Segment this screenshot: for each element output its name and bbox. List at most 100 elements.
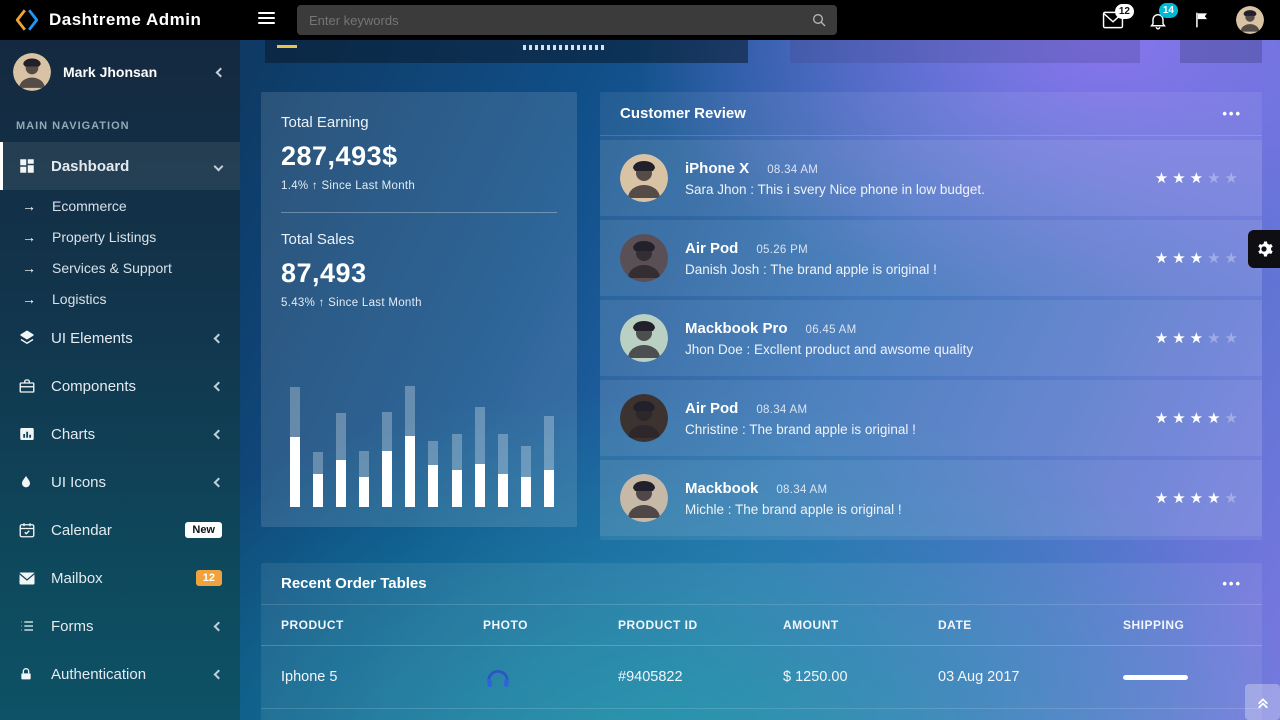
order-product-id: #9405822 bbox=[618, 645, 783, 709]
review-row[interactable]: iPhone X 08.34 AM Sara Jhon : This i svery… bbox=[600, 140, 1262, 216]
order-product: Iphone 5 bbox=[261, 645, 483, 709]
chevron-left-icon bbox=[213, 477, 224, 487]
sidebar-item-label: UI Elements bbox=[51, 329, 133, 347]
layers-icon bbox=[18, 329, 36, 347]
drop-icon bbox=[18, 473, 36, 491]
review-text: Sara Jhon : This i svery Nice phone in l… bbox=[685, 181, 985, 197]
settings-gear-button[interactable] bbox=[1248, 230, 1280, 268]
sidebar-subitem-ecommerce[interactable]: → Ecommerce bbox=[0, 190, 240, 221]
panel-menu-icon[interactable]: ••• bbox=[1222, 576, 1242, 591]
review-row[interactable]: Mackbook 08.34 AM Michle : The brand apple… bbox=[600, 460, 1262, 536]
mail-badge: 12 bbox=[1114, 4, 1134, 19]
sidebar-user-name: Mark Jhonsan bbox=[63, 64, 158, 80]
star-rating: ★★★★★ bbox=[1154, 250, 1242, 267]
review-row[interactable]: Mackbook Pro 06.45 AM Jhon Doe : Excllent … bbox=[600, 300, 1262, 376]
notifications-badge: 14 bbox=[1158, 2, 1178, 18]
total-sales-change: 5.43% ↑ Since Last Month bbox=[281, 297, 422, 309]
sidebar-toggle-button[interactable] bbox=[258, 12, 275, 27]
scrolled-stat-card-peek bbox=[265, 40, 748, 63]
star-rating: ★★★★★ bbox=[1154, 170, 1242, 187]
chevron-left-icon bbox=[213, 621, 224, 631]
sidebar-subitem-label: Property Listings bbox=[52, 228, 157, 245]
mail-icon[interactable]: 12 bbox=[1102, 4, 1134, 29]
sidebar-item-forms[interactable]: Forms bbox=[0, 602, 240, 650]
star-rating: ★★★★★ bbox=[1154, 490, 1242, 507]
sidebar-subitem-label: Ecommerce bbox=[52, 197, 127, 214]
orders-table: PRODUCT PHOTO PRODUCT ID AMOUNT DATE SHIPPING… bbox=[261, 605, 1262, 709]
review-product-name: Mackbook bbox=[685, 479, 759, 497]
sidebar-item-dashboard[interactable]: Dashboard bbox=[0, 142, 240, 190]
recent-orders-panel: Recent Order Tables ••• PRODUCT PHOTO PROD… bbox=[261, 563, 1262, 720]
customer-review-title: Customer Review bbox=[620, 105, 746, 122]
review-row[interactable]: Air Pod 08.34 AM Christine : The brand app… bbox=[600, 380, 1262, 456]
sidebar-subitem-logistics[interactable]: → Logistics bbox=[0, 283, 240, 314]
user-collapse-chevron-icon[interactable] bbox=[215, 63, 226, 81]
nav-section-label: MAIN NAVIGATION bbox=[16, 120, 130, 132]
customer-review-panel: Customer Review ••• iPhone X 08.34 AM Sara… bbox=[600, 92, 1262, 540]
scrolled-stat-card-peek bbox=[790, 40, 1140, 63]
sidebar-item-calendar[interactable]: Calendar New bbox=[0, 506, 240, 554]
chevron-left-icon bbox=[213, 333, 224, 343]
sidebar-item-ui-elements[interactable]: UI Elements bbox=[0, 314, 240, 362]
review-time: 08.34 AM bbox=[767, 163, 819, 176]
sidebar-item-mailbox[interactable]: Mailbox 12 bbox=[0, 554, 240, 602]
arrow-right-icon: → bbox=[22, 290, 36, 307]
sidebar-user-row[interactable]: Mark Jhonsan bbox=[0, 40, 240, 104]
review-product-name: iPhone X bbox=[685, 159, 750, 177]
chart-bar bbox=[405, 386, 416, 507]
chart-bar bbox=[451, 434, 462, 507]
reviewer-avatar bbox=[620, 474, 668, 522]
chevron-left-icon bbox=[213, 429, 224, 439]
sidebar-nav: Dashboard → Ecommerce → Property Listings → Se… bbox=[0, 142, 240, 698]
search-input[interactable] bbox=[297, 12, 811, 28]
review-text: Jhon Doe : Excllent product and awsome q… bbox=[685, 341, 974, 357]
scroll-to-top-button[interactable] bbox=[1245, 684, 1280, 720]
panel-menu-icon[interactable]: ••• bbox=[1222, 106, 1242, 121]
language-flag-icon[interactable] bbox=[1192, 10, 1212, 30]
chart-bar bbox=[520, 446, 531, 507]
sidebar-item-components[interactable]: Components bbox=[0, 362, 240, 410]
list-icon bbox=[18, 618, 36, 634]
search-icon[interactable] bbox=[811, 12, 827, 28]
reviewer-avatar bbox=[620, 314, 668, 362]
chart-bar bbox=[543, 416, 554, 507]
review-row[interactable]: Air Pod 05.26 PM Danish Josh : The brand a… bbox=[600, 220, 1262, 296]
lock-icon bbox=[18, 665, 36, 683]
sidebar-item-label: Calendar bbox=[51, 521, 112, 539]
briefcase-icon bbox=[18, 377, 36, 395]
sidebar-item-charts[interactable]: Charts bbox=[0, 410, 240, 458]
sidebar-item-authentication[interactable]: Authentication bbox=[0, 650, 240, 698]
reviewer-avatar bbox=[620, 154, 668, 202]
app-title: Dashtreme Admin bbox=[49, 10, 202, 29]
chart-icon bbox=[18, 425, 36, 443]
notifications-bell-icon[interactable]: 14 bbox=[1148, 2, 1178, 31]
sidebar: Mark Jhonsan MAIN NAVIGATION Dashboard → E… bbox=[0, 40, 240, 720]
sidebar-subitem-services-support[interactable]: → Services & Support bbox=[0, 252, 240, 283]
review-product-name: Air Pod bbox=[685, 239, 739, 257]
brand[interactable]: Dashtreme Admin bbox=[14, 0, 201, 40]
review-text: Danish Josh : The brand apple is origina… bbox=[685, 261, 937, 277]
orders-column-header: SHIPPING bbox=[1123, 605, 1262, 646]
sidebar-subitem-property-listings[interactable]: → Property Listings bbox=[0, 221, 240, 252]
orders-column-header: AMOUNT bbox=[783, 605, 938, 646]
sidebar-subitem-label: Logistics bbox=[52, 290, 107, 307]
chevron-down-icon bbox=[213, 161, 224, 171]
calendar-icon bbox=[18, 521, 36, 539]
chart-bar bbox=[313, 452, 324, 507]
review-time: 08.34 AM bbox=[756, 403, 808, 416]
chart-bar bbox=[382, 412, 393, 507]
sidebar-user-avatar bbox=[13, 53, 51, 91]
review-product-name: Air Pod bbox=[685, 399, 739, 417]
headphones-icon bbox=[483, 662, 618, 692]
sidebar-item-label: Charts bbox=[51, 425, 96, 443]
user-avatar[interactable] bbox=[1236, 6, 1264, 34]
sidebar-item-label: Forms bbox=[51, 617, 94, 635]
sidebar-item-ui-icons[interactable]: UI Icons bbox=[0, 458, 240, 506]
sidebar-item-label: Dashboard bbox=[51, 157, 130, 175]
chart-bar bbox=[474, 407, 485, 507]
review-time: 06.45 AM bbox=[805, 323, 857, 336]
arrow-right-icon: → bbox=[22, 259, 36, 276]
chart-bar bbox=[336, 413, 347, 507]
order-row[interactable]: Iphone 5 #9405822 $ 1250.00 03 Aug 2017 bbox=[261, 645, 1262, 709]
scrolled-stat-card-peek bbox=[1180, 40, 1262, 63]
